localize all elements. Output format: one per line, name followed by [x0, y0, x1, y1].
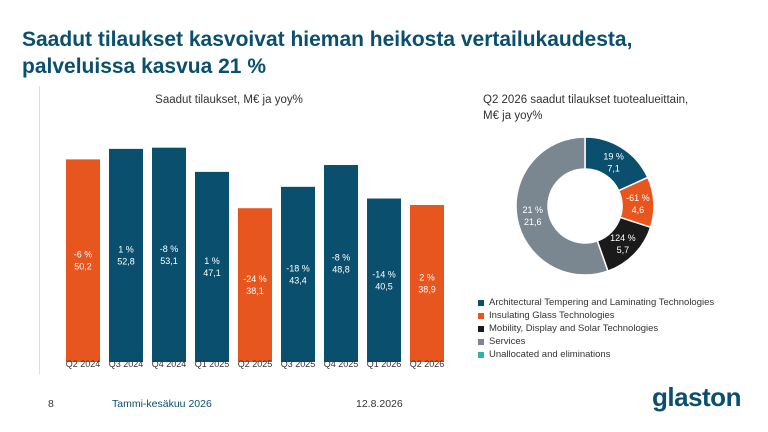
glaston-logo: glaston	[652, 382, 741, 412]
bar-value-label: 38,1	[246, 286, 264, 296]
bar-yoy-label: -14 %	[372, 269, 396, 279]
legend-label: Mobility, Display and Solar Technologies	[489, 323, 659, 334]
report-period: Tammi-kesäkuu 2026	[112, 398, 212, 410]
bar-q2-2025	[238, 208, 272, 362]
slice-yoy-label: 21 %	[522, 205, 543, 215]
bar-chart-title: Saadut tilaukset, M€ ja yoy%	[155, 94, 303, 106]
legend-item: Unallocated and eliminations	[478, 348, 714, 361]
legend-swatch	[478, 338, 484, 345]
slide-title-line1: Saadut tilaukset kasvoivat hieman heikos…	[22, 28, 633, 51]
slice-value-label: 4,6	[632, 205, 645, 215]
bar-value-label: 43,4	[289, 275, 307, 285]
slice-yoy-label: 124 %	[610, 233, 636, 243]
bar-value-label: 40,5	[375, 281, 393, 291]
product-area-donut-chart: Q2 2026 saadut tilaukset tuotealueittain…	[483, 94, 688, 276]
legend-label: Unallocated and eliminations	[489, 349, 611, 360]
bar-q4-2025	[324, 165, 358, 362]
legend-swatch	[478, 325, 484, 332]
bar-q2-2024	[66, 159, 100, 362]
legend-label: Insulating Glass Technologies	[489, 310, 615, 321]
bar-yoy-label: -18 %	[286, 263, 310, 273]
x-axis-tick-label: Q2 2025	[238, 359, 273, 369]
x-axis-tick-label: Q4 2025	[324, 359, 359, 369]
bar-yoy-label: -8 %	[332, 253, 351, 263]
page-number: 8	[48, 398, 54, 410]
donut-legend: Architectural Tempering and Laminating T…	[478, 296, 714, 361]
slice-value-label: 7,1	[607, 163, 620, 173]
divider	[39, 86, 40, 374]
donut-chart-title-line1: Q2 2026 saadut tilaukset tuotealueittain…	[483, 94, 688, 106]
bar-yoy-label: -24 %	[243, 274, 267, 284]
bar-value-label: 53,1	[160, 256, 178, 266]
bar-value-label: 48,8	[332, 265, 350, 275]
legend-item: Mobility, Display and Solar Technologies	[478, 322, 714, 335]
legend-item: Architectural Tempering and Laminating T…	[478, 296, 714, 309]
slide-title-line2: palveluissa kasvua 21 %	[22, 55, 266, 78]
bar-yoy-label: 2 %	[419, 272, 435, 282]
slide-title: Saadut tilaukset kasvoivat hieman heikos…	[22, 26, 742, 80]
bar-yoy-label: -8 %	[160, 244, 179, 254]
bar-yoy-label: -6 %	[74, 250, 93, 260]
legend-swatch	[478, 299, 484, 306]
legend-label: Services	[489, 336, 526, 347]
legend-swatch	[478, 312, 484, 319]
bar-q3-2024	[109, 148, 143, 362]
bar-value-label: 52,8	[117, 256, 135, 266]
x-axis-tick-label: Q2 2024	[66, 359, 101, 369]
bar-chart-bars: -6 % 50,2 Q2 2024 1 % 52,8 Q3 2024 -8 % 53,1 Q4 …	[66, 147, 445, 369]
slice-yoy-label: -61 %	[626, 193, 650, 203]
bar-q3-2025	[281, 186, 315, 362]
bar-value-label: 50,2	[74, 262, 92, 272]
legend-label: Architectural Tempering and Laminating T…	[489, 297, 715, 308]
bar-yoy-label: 1 %	[204, 256, 220, 266]
bar-value-label: 47,1	[203, 268, 221, 278]
slice-yoy-label: 19 %	[603, 151, 624, 161]
donut-chart-slices: 19 % 7,1 -61 % 4,6 124 % 5,7 21 % 21,6	[515, 136, 655, 276]
x-axis-tick-label: Q1 2026	[367, 359, 402, 369]
donut-slice	[515, 136, 609, 276]
slice-value-label: 5,7	[617, 245, 630, 255]
legend-swatch	[478, 351, 484, 358]
bar-yoy-label: 1 %	[118, 244, 134, 254]
x-axis-tick-label: Q3 2024	[109, 359, 144, 369]
order-intake-bar-chart: Saadut tilaukset, M€ ja yoy% -6 % 50,2 Q2 …	[66, 94, 445, 369]
x-axis-tick-label: Q1 2025	[195, 359, 230, 369]
bar-q4-2024	[152, 147, 186, 362]
bar-value-label: 38,9	[418, 284, 436, 294]
bar-q1-2026	[367, 198, 401, 362]
slice-value-label: 21,6	[524, 217, 542, 227]
x-axis-tick-label: Q3 2025	[281, 359, 316, 369]
donut-chart-title-line2: M€ ja yoy%	[483, 110, 542, 122]
legend-item: Services	[478, 335, 714, 348]
x-axis-tick-label: Q2 2026	[410, 359, 445, 369]
legend-item: Insulating Glass Technologies	[478, 309, 714, 322]
bar-q2-2026	[410, 204, 444, 362]
report-date: 12.8.2026	[356, 398, 403, 410]
x-axis-tick-label: Q4 2024	[152, 359, 187, 369]
bar-q1-2025	[195, 171, 229, 362]
